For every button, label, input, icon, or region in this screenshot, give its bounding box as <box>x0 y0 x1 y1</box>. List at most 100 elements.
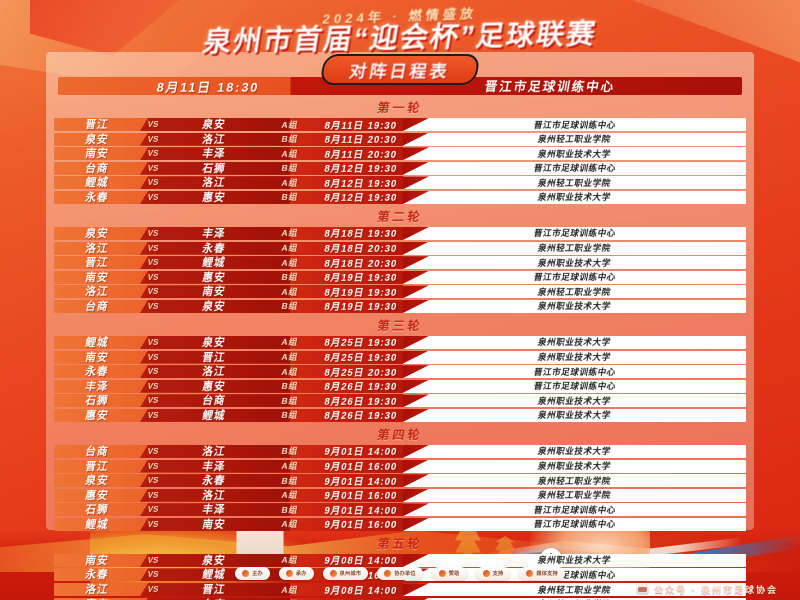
away-team-name: 丰泽 <box>201 504 227 517</box>
sponsor-logo-label: 泉州城市 <box>339 571 362 577</box>
match-info-cell: 泉安 VS 洛江 B组 8月11日 20:30 <box>54 132 404 146</box>
versus-label: VS <box>146 163 160 173</box>
schedule-badge-label: 对阵日程表 <box>347 62 452 82</box>
home-team-name: 台商 <box>84 162 110 175</box>
versus-label: VS <box>146 258 160 268</box>
venue-name: 泉州职业技术大学 <box>537 257 612 268</box>
venue-name: 泉州轻工职业学院 <box>537 286 612 297</box>
away-team-name: 泉安 <box>201 300 227 313</box>
home-team-name: 丰泽 <box>84 380 110 393</box>
away-team-name: 丰泽 <box>201 460 227 473</box>
match-info-cell: 洛江 VS 永春 A组 8月18日 20:30 <box>54 241 404 255</box>
schedule-board: 开幕式 8月11日 18:30 晋江市足球训练中心 第一轮晋江VS泉安A组8月1… <box>46 52 754 600</box>
home-team-name: 南安 <box>84 148 110 161</box>
venue-name: 泉州职业技术大学 <box>537 301 612 312</box>
round-label: 第三轮 <box>376 318 424 333</box>
versus-label: VS <box>146 555 160 565</box>
match-info-cell: 永春 VS 洛江 A组 8月25日 20:30 <box>54 365 404 379</box>
home-team-name: 泉安 <box>84 475 110 488</box>
wechat-qr-icon <box>636 584 649 595</box>
match-info-cell: 惠安 VS 鲤城 B组 8月26日 19:30 <box>54 408 404 422</box>
versus-label: VS <box>146 149 160 159</box>
table-row: 惠安 VS 鲤城 B组 8月26日 19:30 泉州职业技术大学 <box>54 408 746 422</box>
sponsor-mark-icon <box>526 570 534 577</box>
match-venue-cell: 晋江市足球训练中心 <box>403 226 746 240</box>
versus-label: VS <box>146 301 160 311</box>
sponsor-logo-3: 泉州城市 <box>322 567 369 580</box>
match-info-cell: 晋江 VS 丰泽 A组 9月01日 16:00 <box>54 459 404 473</box>
match-datetime: 8月18日 19:30 <box>323 229 399 241</box>
poster-header: 2024年 · 燃情盛放 泉州市首届“迎会杯”足球联赛 对阵日程表 <box>0 6 800 86</box>
match-info-cell: 丰泽 VS 惠安 B组 8月26日 19:30 <box>54 379 404 394</box>
rounds-container: 第一轮 晋江 VS 泉安 A组 8月11日 19:30 晋江市足球训练中心 泉安 VS 洛江 B组 8… <box>46 99 754 600</box>
match-info-cell: 南安 VS 晋江 A组 8月25日 19:30 <box>54 350 404 364</box>
round-match-list: 泉安 VS 丰泽 A组 8月18日 19:30 晋江市足球训练中心 洛江 VS 永春 A组 8月18… <box>54 226 746 313</box>
group-label: B组 <box>280 192 300 203</box>
match-info-cell: 鲤城 VS 泉安 A组 8月25日 19:30 <box>54 335 404 349</box>
match-datetime: 8月11日 19:30 <box>323 120 398 132</box>
table-row: 晋江 VS 泉安 A组 8月11日 19:30 晋江市足球训练中心 <box>54 118 746 132</box>
match-info-cell: 南安 VS 惠安 B组 8月19日 19:30 <box>54 270 404 284</box>
round-match-list: 台商 VS 洛江 B组 9月01日 14:00 泉州职业技术大学 晋江 VS 丰泽 A组 9月01日… <box>54 444 746 531</box>
away-team-name: 泉安 <box>201 119 227 131</box>
versus-label: VS <box>146 287 160 297</box>
match-venue-cell: 泉州职业技术大学 <box>403 444 746 458</box>
group-label: A组 <box>280 228 300 239</box>
round-label: 第二轮 <box>376 209 424 224</box>
away-team-name: 丰泽 <box>201 227 227 240</box>
home-team-name: 永春 <box>84 191 110 204</box>
table-row: 台商 VS 石狮 B组 8月12日 19:30 晋江市足球训练中心 <box>54 161 746 175</box>
away-team-name: 惠安 <box>201 380 227 393</box>
group-label: A组 <box>280 257 300 268</box>
home-team-name: 晋江 <box>84 257 110 270</box>
away-team-name: 台商 <box>165 597 264 600</box>
sponsor-logo-label: 协办单位 <box>394 571 416 577</box>
group-label: B组 <box>280 381 300 392</box>
match-info-cell: 晋江 VS 鲤城 A组 8月18日 20:30 <box>54 256 404 270</box>
home-team-name: 惠安 <box>84 489 110 502</box>
versus-label: VS <box>146 337 160 347</box>
match-venue-cell: 晋江市足球训练中心 <box>403 270 746 284</box>
match-datetime: 8月26日 19:30 <box>323 382 399 394</box>
versus-label: VS <box>146 178 160 188</box>
versus-label: VS <box>146 192 160 202</box>
group-label: B组 <box>280 301 300 312</box>
versus-label: VS <box>146 243 160 253</box>
home-team-name: 洛江 <box>84 286 110 299</box>
sponsor-logo-2: 承办 <box>278 567 314 580</box>
match-venue-cell: 晋江市足球训练中心 <box>403 517 746 531</box>
home-team-name: 泉安 <box>84 227 110 240</box>
group-label: B组 <box>280 410 300 421</box>
match-venue-cell: 晋江市足球训练中心 <box>403 161 746 175</box>
table-row: 泉安 VS 丰泽 A组 8月18日 19:30 晋江市足球训练中心 <box>54 226 746 241</box>
sponsor-mark-icon <box>242 570 250 577</box>
home-team-name: 台商 <box>84 445 110 458</box>
versus-label: VS <box>146 505 160 515</box>
match-venue-cell: 泉州轻工职业学院 <box>403 488 746 502</box>
sponsor-mark-icon <box>329 570 337 577</box>
group-label: B组 <box>280 163 300 174</box>
match-info-cell: 南安 VS 泉安 A组 9月08日 14:00 <box>54 553 404 567</box>
venue-name: 泉州轻工职业学院 <box>537 243 612 254</box>
sponsor-mark-icon <box>482 570 490 577</box>
sponsor-mark-icon <box>384 570 392 577</box>
home-team-name: 台商 <box>84 300 110 313</box>
venue-name: 泉州职业技术大学 <box>537 446 612 457</box>
table-row: 晋江 VS 鲤城 A组 8月18日 20:30 泉州职业技术大学 <box>54 256 746 270</box>
away-team-name: 鲤城 <box>201 257 227 270</box>
round-match-list: 晋江 VS 泉安 A组 8月11日 19:30 晋江市足球训练中心 泉安 VS 洛江 B组 8月11… <box>54 118 746 204</box>
group-label: A组 <box>280 119 300 130</box>
sponsor-logo-label: 媒体支持 <box>536 571 558 577</box>
table-row: 泉安 VS 永春 B组 9月01日 14:00 泉州轻工职业学院 <box>54 474 746 488</box>
versus-label: VS <box>146 272 160 282</box>
match-info-cell: 永春 VS 惠安 B组 8月12日 19:30 <box>54 190 404 204</box>
table-row: 南安 VS 晋江 A组 8月25日 19:30 泉州职业技术大学 <box>54 350 746 364</box>
venue-name: 泉州职业技术大学 <box>537 395 612 406</box>
venue-name: 晋江市足球训练中心 <box>532 272 617 283</box>
home-team-name: 晋江 <box>84 119 110 131</box>
table-row: 洛江 VS 南安 A组 8月19日 19:30 泉州轻工职业学院 <box>54 285 746 299</box>
group-label: B组 <box>280 475 300 486</box>
home-team-name: 石狮 <box>84 504 110 517</box>
away-team-name: 晋江 <box>201 351 227 364</box>
home-team-name: 洛江 <box>84 242 110 255</box>
